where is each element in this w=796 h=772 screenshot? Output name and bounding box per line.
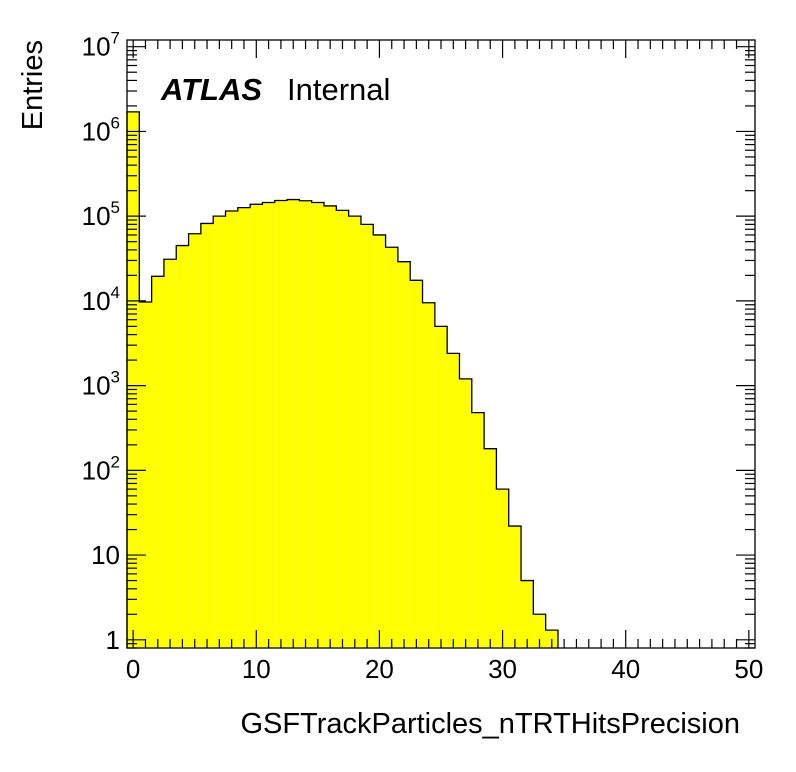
histogram-bar xyxy=(262,202,275,649)
histogram-bar xyxy=(373,234,386,648)
internal-label: Internal xyxy=(287,72,390,107)
histogram-bar xyxy=(533,614,546,648)
x-tick-label: 30 xyxy=(488,654,517,684)
y-axis-title: Entries xyxy=(17,40,49,130)
y-tick-label: 103 xyxy=(82,368,120,401)
x-tick-label: 0 xyxy=(126,654,140,684)
histogram-bar xyxy=(127,111,140,648)
histogram-bar xyxy=(311,202,325,649)
y-tick-label: 105 xyxy=(82,198,120,231)
histogram-bar xyxy=(274,200,288,648)
x-axis-title: GSFTrackParticles_nTRTHitsPrecision xyxy=(240,708,740,740)
y-axis-tick-labels: 1 10 102 103 104 105 106 107 xyxy=(82,29,120,655)
histogram-bar xyxy=(188,233,201,648)
histogram-bar xyxy=(397,261,411,648)
x-tick-label: 20 xyxy=(365,654,394,684)
x-tick-label: 40 xyxy=(611,654,640,684)
histogram-bar xyxy=(200,223,214,648)
histogram-bar xyxy=(521,580,534,648)
histogram-bar xyxy=(360,224,374,649)
x-tick-label: 50 xyxy=(734,654,763,684)
histogram-bar xyxy=(496,489,509,648)
x-axis-ticks xyxy=(132,40,750,648)
histogram-bar xyxy=(336,210,349,648)
histogram-bar xyxy=(176,245,189,648)
histogram-bar xyxy=(139,302,152,648)
y-tick-label: 102 xyxy=(82,452,120,485)
atlas-label: ATLAS xyxy=(160,72,262,107)
y-tick-label: 104 xyxy=(82,283,120,316)
histogram-outline xyxy=(126,111,559,648)
histogram-bar xyxy=(213,216,226,648)
histogram-bar xyxy=(410,280,423,648)
histogram-bar xyxy=(348,216,361,648)
histogram-bar xyxy=(434,326,448,648)
histogram-bar xyxy=(287,199,300,649)
y-axis-ticks xyxy=(127,46,755,649)
histogram-bar xyxy=(508,526,522,648)
y-tick-label: 107 xyxy=(82,29,120,62)
histogram-bar xyxy=(447,353,460,648)
histogram-bars xyxy=(127,111,558,649)
histogram-bar xyxy=(151,276,164,648)
histogram-bar xyxy=(225,211,238,649)
histogram-bar xyxy=(385,247,398,648)
histogram-bar xyxy=(484,448,497,648)
y-tick-label: 10 xyxy=(91,540,120,570)
y-tick-label: 106 xyxy=(82,113,120,146)
histogram-bar xyxy=(237,207,251,648)
x-axis-tick-labels: 0 10 20 30 40 50 xyxy=(126,654,763,684)
histogram-bar xyxy=(299,200,312,649)
histogram-bar xyxy=(459,378,472,648)
histogram-bar xyxy=(471,412,485,648)
histogram-bar xyxy=(163,259,177,648)
x-tick-label: 10 xyxy=(242,654,271,684)
histogram-bar xyxy=(324,205,337,648)
y-tick-label: 1 xyxy=(106,625,120,655)
histogram-bar xyxy=(250,204,263,649)
histogram-bar xyxy=(422,302,435,648)
